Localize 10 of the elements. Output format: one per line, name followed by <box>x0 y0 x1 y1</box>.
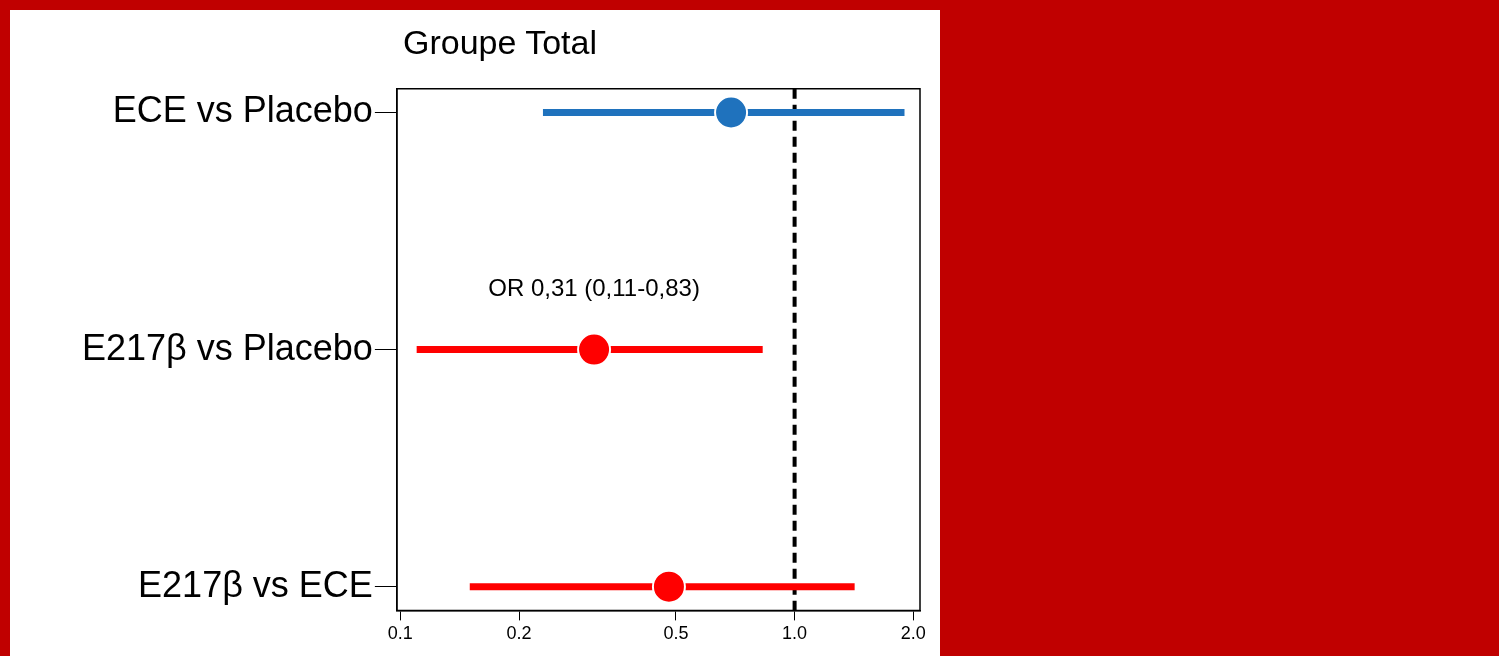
y-tick-label: E217β vs Placebo <box>81 326 373 368</box>
y-tick-label: ECE vs Placebo <box>112 89 373 131</box>
x-tick-label: 0.2 <box>506 623 532 644</box>
chart-title: Groupe Total <box>402 22 598 61</box>
x-tick-label: 1.0 <box>782 623 808 644</box>
x-tick-label: 2.0 <box>900 623 926 644</box>
y-tick-label: E217β vs ECE <box>138 563 373 605</box>
annotation: OR 0,31 (0,11-0,83) <box>488 274 700 302</box>
x-tick-label: 0.1 <box>387 623 413 644</box>
x-tick-label: 0.5 <box>663 623 689 644</box>
